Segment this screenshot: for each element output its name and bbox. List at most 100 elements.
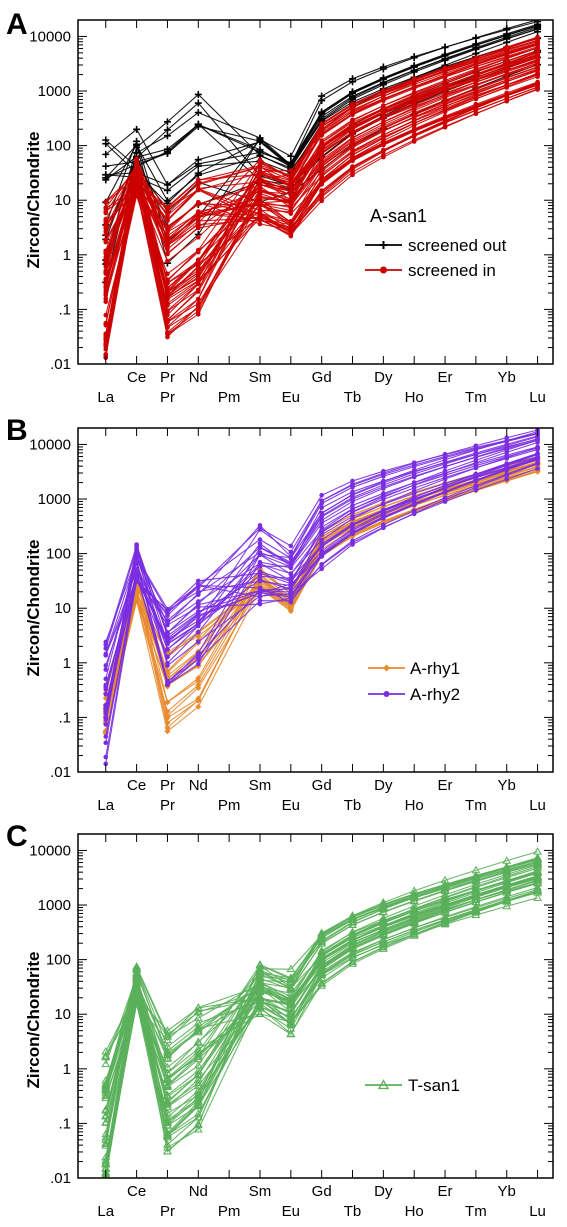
y-tick-label: 1 xyxy=(63,247,71,264)
y-tick-label: 100 xyxy=(46,546,71,563)
x-tick-label-upper: Nd xyxy=(189,369,208,386)
x-tick-label-lower: Eu xyxy=(282,389,300,406)
x-tick-label-upper: Er xyxy=(438,369,453,386)
y-tick-label: .01 xyxy=(50,356,71,373)
x-tick-label-lower: Ho xyxy=(405,797,424,814)
x-tick-label-lower: Tm xyxy=(465,389,487,406)
plot-frame-c xyxy=(77,833,554,1179)
x-tick-label-upper: Yb xyxy=(498,369,516,386)
legend-label-a-rhy1: A-rhy1 xyxy=(410,659,460,678)
y-tick-label: 1000 xyxy=(38,897,71,914)
y-tick-label: 10 xyxy=(54,192,71,209)
y-tick-label: 1000 xyxy=(38,491,71,508)
x-tick-label-lower: Lu xyxy=(529,389,546,406)
x-tick-label-lower: Eu xyxy=(282,1203,300,1220)
plot-frame-b xyxy=(77,427,554,773)
x-tick-label-lower: Pm xyxy=(218,797,241,814)
x-tick-label-upper: Gd xyxy=(312,777,332,794)
y-tick-labels-a: .01 .1 1 10 100 1000 10000 xyxy=(29,28,71,373)
y-tick-label: 100 xyxy=(46,138,71,155)
series-profile xyxy=(103,452,540,651)
legend-marker-screened-in xyxy=(380,266,387,274)
x-tick-label-upper: Sm xyxy=(249,1183,272,1200)
x-tick-labels-b: Ce Pr Nd Sm Gd Dy Er Yb La Pr Pm Eu Tb Ho Tm Lu xyxy=(97,777,546,814)
x-tick-label-upper: Yb xyxy=(498,1183,516,1200)
x-tick-label-upper: Er xyxy=(438,777,453,794)
x-tick-label-lower: La xyxy=(97,797,114,814)
x-tick-label-lower: Pr xyxy=(160,1203,175,1220)
x-tick-label-upper: Pr xyxy=(160,777,175,794)
series-profile xyxy=(103,433,540,687)
x-tick-label-lower: Lu xyxy=(529,1203,546,1220)
x-tick-label-lower: Pm xyxy=(218,1203,241,1220)
legend-marker-screened-out xyxy=(379,241,388,249)
x-tick-label-lower: Ho xyxy=(405,389,424,406)
y-tick-label: .1 xyxy=(58,301,71,318)
y-axis-label-a: Zircon/Chondrite xyxy=(24,132,43,269)
x-tick-label-lower: Tb xyxy=(344,1203,362,1220)
axis-ticks-c xyxy=(78,833,553,1179)
x-tick-label-upper: Gd xyxy=(312,1183,332,1200)
series-profile xyxy=(101,886,542,1110)
legend-label-screened-out: screened out xyxy=(408,236,507,255)
x-tick-label-lower: Tm xyxy=(465,797,487,814)
series-profile xyxy=(101,893,542,1100)
series-profile xyxy=(103,444,540,721)
series-profile xyxy=(103,461,540,712)
x-tick-label-lower: Tm xyxy=(465,1203,487,1220)
y-tick-label: 1000 xyxy=(38,83,71,100)
y-tick-label: .01 xyxy=(50,1170,71,1187)
y-axis-label-b: Zircon/Chondrite xyxy=(24,540,43,677)
panel-b: B Zircon/Chondrite .01.1110100100010000 … xyxy=(6,414,554,814)
series-profile xyxy=(101,878,542,1168)
y-tick-label: 10000 xyxy=(29,436,71,453)
x-tick-label-upper: Gd xyxy=(312,369,332,386)
y-tick-label: 1 xyxy=(63,655,71,672)
x-tick-label-lower: Pm xyxy=(218,389,241,406)
x-tick-label-lower: Pr xyxy=(160,389,175,406)
x-tick-label-upper: Sm xyxy=(249,369,272,386)
x-tick-label-upper: Nd xyxy=(189,1183,208,1200)
y-tick-labels-b: .01 .1 1 10 100 1000 10000 xyxy=(29,436,71,781)
legend-marker-t-san1 xyxy=(377,1079,390,1090)
x-tick-label-upper: Ce xyxy=(127,777,146,794)
x-tick-label-lower: Ho xyxy=(405,1203,424,1220)
x-tick-label-upper: Dy xyxy=(374,369,393,386)
y-tick-label: 10 xyxy=(54,1006,71,1023)
x-tick-label-lower: Lu xyxy=(529,797,546,814)
panel-letter-c: C xyxy=(6,820,28,853)
plot-frame-a xyxy=(77,19,554,365)
x-tick-label-upper: Nd xyxy=(189,777,208,794)
x-tick-label-lower: Tb xyxy=(344,797,362,814)
x-tick-label-lower: Tb xyxy=(344,389,362,406)
legend-label-t-san1: T-san1 xyxy=(408,1076,460,1095)
y-tick-label: .1 xyxy=(58,709,71,726)
legend-label-a-rhy2: A-rhy2 xyxy=(410,685,460,704)
legend-label-screened-in: screened in xyxy=(408,261,496,280)
x-tick-label-upper: Sm xyxy=(249,777,272,794)
x-tick-label-upper: Er xyxy=(438,1183,453,1200)
series-lines-c xyxy=(101,847,542,1178)
y-tick-label: 10 xyxy=(54,600,71,617)
x-tick-labels-a: Ce Pr Nd Sm Gd Dy Er Yb La Pr Pm Eu Tb Ho Tm Lu xyxy=(97,369,546,406)
panel-c: C Zircon/Chondrite .01.1110100100010000 … xyxy=(6,820,554,1220)
axis-ticks-a xyxy=(78,19,553,365)
series-lines-b xyxy=(102,428,541,767)
series-profile xyxy=(103,71,540,247)
x-tick-label-lower: Pr xyxy=(160,797,175,814)
legend-marker-a-rhy2 xyxy=(383,691,390,697)
x-tick-label-upper: Yb xyxy=(498,777,516,794)
panel-a: A Zircon/Chondrite .01.1110100100010000 … xyxy=(6,8,554,406)
axis-ticks-b xyxy=(78,427,553,773)
y-tick-label: .1 xyxy=(58,1115,71,1132)
legend-marker-a-rhy1 xyxy=(383,664,390,672)
y-tick-labels-c: .01 .1 1 10 100 1000 10000 xyxy=(29,842,71,1187)
series-profile xyxy=(103,447,540,658)
y-tick-label: 100 xyxy=(46,952,71,969)
x-tick-label-upper: Ce xyxy=(127,369,146,386)
y-tick-label: 1 xyxy=(63,1061,71,1078)
x-tick-label-upper: Dy xyxy=(374,777,393,794)
y-tick-label: 10000 xyxy=(29,28,71,45)
x-tick-label-upper: Dy xyxy=(374,1183,393,1200)
